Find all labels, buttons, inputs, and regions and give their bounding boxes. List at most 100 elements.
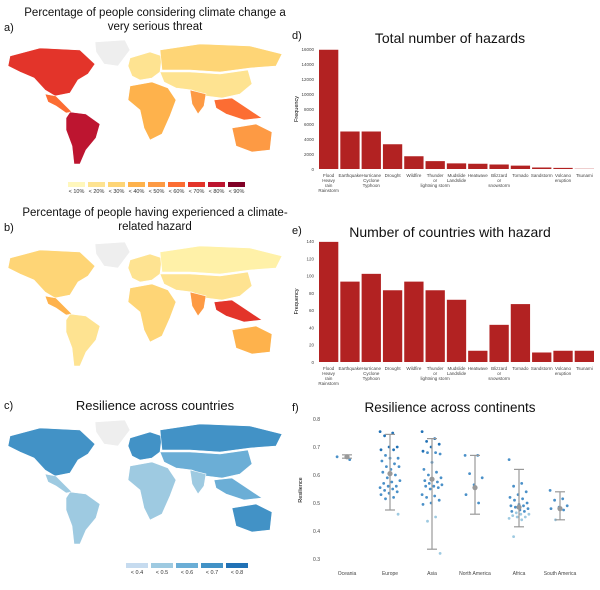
y-tick-label: 0.7	[313, 445, 320, 451]
panel-title: Percentage of people having experienced …	[22, 207, 288, 233]
bar	[553, 167, 573, 169]
panel-letter: d)	[292, 30, 302, 42]
map-region-south-america	[65, 491, 101, 545]
x-tick-line: Heavy	[322, 371, 336, 376]
map-region-europe	[127, 431, 163, 461]
mean-point	[516, 504, 522, 510]
mean-point	[557, 506, 563, 512]
map-region-europe	[127, 253, 163, 283]
y-tick-label: 0.5	[313, 501, 320, 507]
y-tick-label: 20	[309, 343, 315, 348]
legend-swatch	[128, 182, 145, 187]
y-tick-label: 4000	[304, 137, 315, 142]
legend-swatch	[88, 182, 105, 187]
data-point	[507, 458, 511, 461]
data-point	[420, 493, 424, 496]
legend-label: < 20%	[88, 189, 105, 195]
data-point	[565, 504, 569, 508]
legend-label: < 50%	[148, 189, 165, 195]
x-tick-label: Europe	[382, 571, 398, 577]
x-tick-line: Thunder	[427, 366, 444, 371]
map-region-south-america	[65, 111, 101, 165]
map-region-africa	[127, 461, 177, 521]
y-tick-label: 0.8	[313, 417, 320, 423]
map-region-central-america	[44, 93, 73, 114]
data-point	[383, 489, 386, 492]
map-region-australia	[231, 503, 273, 533]
x-tick-label: Drought	[385, 173, 402, 178]
data-point	[439, 476, 443, 480]
data-point	[513, 498, 516, 502]
x-tick-label: Thunder or lightning storm	[421, 173, 451, 188]
map-region-north-america	[7, 47, 96, 97]
bar	[382, 144, 403, 169]
map-region-southeast-asia	[213, 97, 263, 121]
x-tick-line: Tsunami	[576, 173, 593, 178]
data-point	[384, 454, 387, 457]
x-tick-label: Blizzard or snowstorm	[488, 366, 510, 381]
x-tick-label: Tornado	[512, 173, 529, 178]
data-point	[523, 510, 526, 513]
data-point	[335, 455, 339, 459]
map-region-russia	[159, 245, 283, 275]
data-point	[392, 448, 395, 452]
data-point	[394, 473, 397, 477]
data-point	[509, 504, 513, 508]
x-tick-label: Africa	[513, 571, 526, 577]
data-point	[512, 484, 515, 488]
bar	[553, 350, 573, 362]
data-point	[507, 517, 511, 520]
x-tick-label: Tsunami	[576, 366, 593, 371]
data-point	[427, 482, 431, 485]
bar	[468, 163, 488, 169]
chart-title: Total number of hazards	[374, 30, 526, 46]
data-point	[423, 479, 427, 482]
data-point	[520, 482, 524, 485]
data-point	[391, 431, 395, 435]
x-tick-label: Volcano eruption	[555, 173, 572, 183]
x-tick-line: Heavy	[322, 178, 336, 183]
data-point	[508, 496, 512, 499]
x-tick-label: Oceania	[338, 571, 357, 577]
x-tick-line: Blizzard	[491, 173, 508, 178]
map-legend: < 0.4 < 0.5 < 0.6 < 0.7 < 0.8	[126, 563, 248, 576]
map-region-russia	[159, 43, 283, 73]
data-point	[548, 489, 552, 492]
data-point	[385, 476, 389, 480]
legend-item: < 50%	[148, 182, 165, 195]
x-tick-line: Tsunami	[576, 366, 593, 371]
bar	[319, 49, 339, 169]
data-point	[383, 434, 386, 438]
data-point	[392, 496, 395, 499]
bar	[446, 299, 467, 362]
map-region-russia	[159, 423, 283, 453]
legend-label: < 30%	[108, 189, 125, 195]
legend-swatch	[151, 563, 173, 568]
world-map-resilience	[7, 419, 283, 545]
bar	[574, 350, 594, 362]
data-point	[420, 430, 424, 433]
x-tick-label: Mudslide Landslide	[447, 173, 467, 183]
x-tick-line: Hurricane	[362, 173, 382, 178]
data-point	[436, 480, 439, 484]
legend-item: < 0.4	[126, 563, 148, 576]
y-tick-label: 140	[306, 239, 314, 244]
data-point	[426, 451, 429, 454]
data-point	[510, 510, 514, 513]
map-region-north-america	[7, 427, 96, 477]
panel-letter: a)	[4, 22, 14, 34]
bar	[532, 352, 552, 362]
y-tick-label: 16000	[301, 47, 314, 52]
x-tick-line: Volcano	[555, 366, 572, 371]
y-tick-label: 8000	[304, 107, 315, 112]
x-tick-label: Flood Heavy rain Rainstorm	[318, 366, 339, 386]
panel-letter: e)	[292, 225, 302, 237]
x-tick-line: or	[433, 371, 438, 376]
data-point	[434, 515, 437, 519]
legend-swatch	[226, 563, 248, 568]
legend-label: < 80%	[208, 189, 225, 195]
data-point	[520, 518, 524, 522]
data-point	[549, 507, 553, 510]
x-tick-line: eruption	[555, 371, 572, 376]
map-region-europe	[127, 51, 163, 81]
